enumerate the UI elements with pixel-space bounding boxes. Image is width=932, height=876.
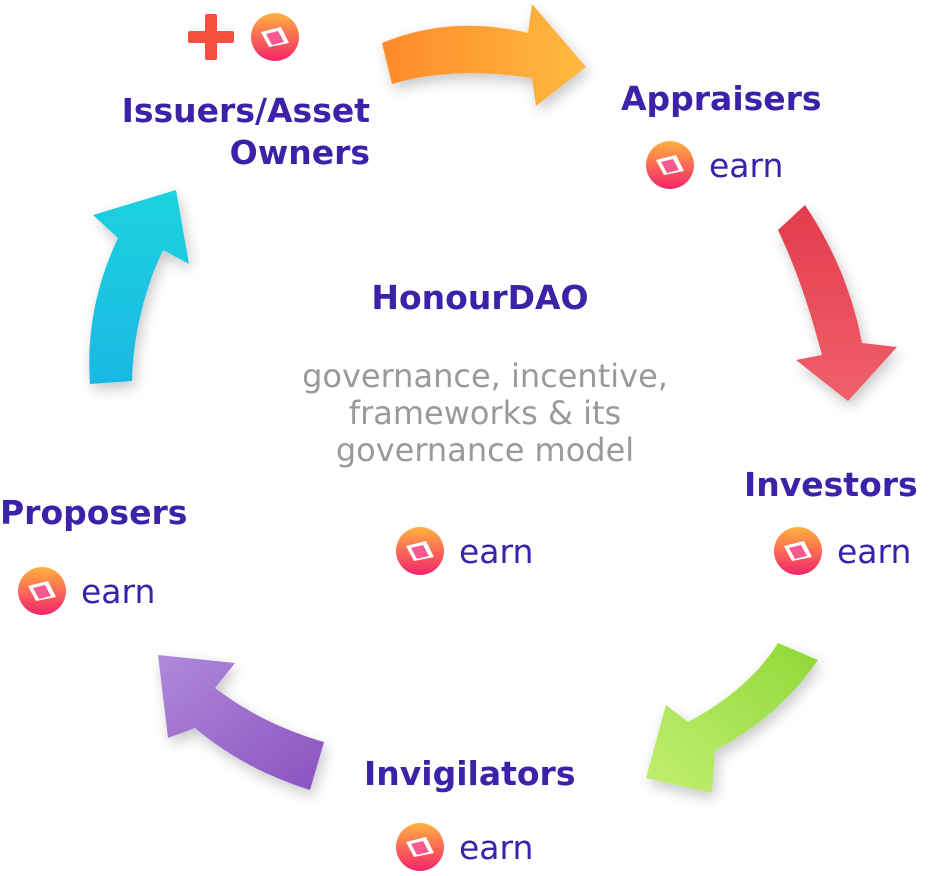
center-description-line-3: governance model	[335, 431, 635, 470]
honour-token-icon	[396, 823, 444, 871]
honour-token-icon	[18, 567, 66, 615]
center-earn: earn	[395, 526, 533, 576]
center-title: HonourDAO	[371, 278, 589, 317]
arrow-invigilators-to-proposers	[158, 655, 324, 790]
arrow-issuers-to-appraisers	[382, 4, 586, 106]
proposers-label: Proposers	[0, 493, 188, 532]
center-description-line-1: governance, incentive,	[302, 357, 668, 395]
appraisers-earn-label: earn	[709, 145, 784, 185]
honour-token-icon	[396, 527, 444, 575]
invigilators-earn-label: earn	[459, 827, 534, 867]
appraisers-label: Appraisers	[621, 79, 822, 118]
issuers-label-line-2: Owners	[229, 133, 370, 173]
center-earn-label: earn	[459, 531, 534, 571]
proposers-earn: earn	[17, 566, 155, 616]
center-description: governance, incentive, frameworks & its …	[250, 357, 720, 470]
plus-icon	[188, 14, 234, 60]
investors-earn: earn	[773, 526, 911, 576]
honour-token-icon	[774, 527, 822, 575]
arrow-proposers-to-issuers	[89, 190, 189, 384]
proposers-earn-label: earn	[81, 571, 156, 611]
investors-label: Investors	[744, 465, 918, 504]
honour-token-icon	[646, 141, 694, 189]
invigilators-earn: earn	[395, 822, 533, 872]
arrow-appraisers-to-investors	[778, 205, 897, 401]
issuers-label-line-1: Issuers/Asset	[121, 91, 370, 130]
arrow-investors-to-invigilators	[646, 643, 818, 793]
investors-earn-label: earn	[837, 531, 912, 571]
issuers-label: Issuers/Asset Owners	[98, 90, 370, 174]
honour-token-icon	[251, 13, 299, 61]
center-description-line-2: frameworks & its	[348, 394, 622, 433]
invigilators-label: Invigilators	[364, 754, 576, 793]
appraisers-earn: earn	[645, 140, 783, 190]
